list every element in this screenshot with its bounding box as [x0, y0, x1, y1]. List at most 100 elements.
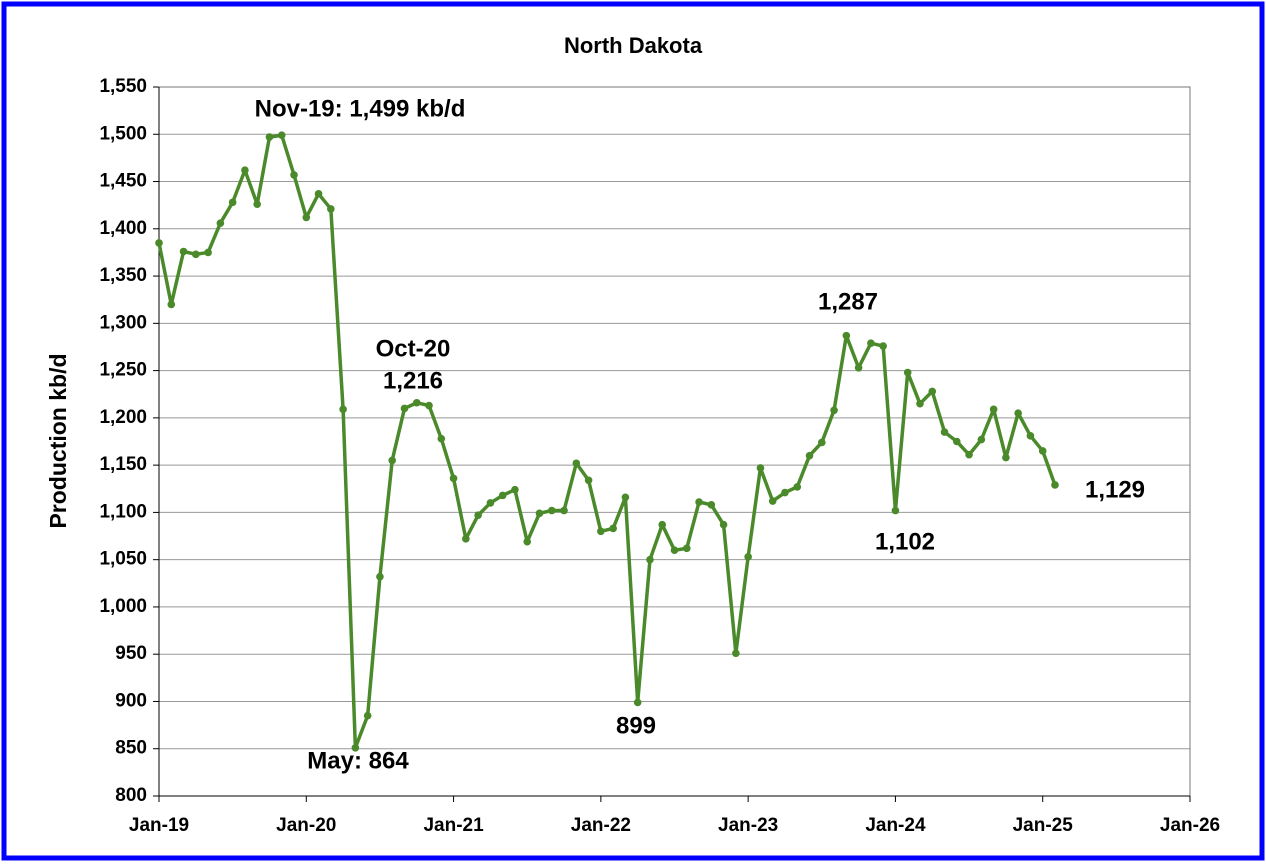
marker	[793, 483, 802, 491]
marker	[633, 698, 642, 707]
marker	[867, 339, 875, 347]
line	[157, 133, 1057, 750]
y-tick-label: 1,400	[99, 218, 147, 239]
marker	[498, 491, 507, 500]
marker	[695, 498, 703, 506]
marker	[265, 133, 274, 141]
marker	[817, 438, 826, 447]
marker	[351, 743, 360, 752]
marker	[523, 537, 532, 546]
y-tick-label: 1,150	[99, 454, 147, 475]
annotation: 1,287	[818, 288, 878, 315]
marker	[916, 399, 924, 408]
annotation: 899	[616, 712, 656, 739]
marker	[400, 404, 409, 413]
marker	[842, 331, 851, 340]
marker	[977, 435, 986, 444]
marker	[609, 524, 617, 533]
marker	[1002, 453, 1010, 462]
marker	[167, 300, 176, 309]
marker	[658, 520, 667, 529]
marker	[204, 248, 212, 257]
marker	[228, 198, 237, 207]
x-tick-label: Jan-19	[129, 815, 189, 836]
y-tick-label: 1,250	[99, 360, 147, 381]
marker	[744, 553, 752, 561]
marker	[302, 213, 311, 222]
marker	[1038, 447, 1047, 455]
marker	[388, 456, 397, 465]
marker	[682, 544, 691, 553]
marker	[425, 401, 433, 410]
x-tick-label: Jan-24	[865, 815, 926, 836]
marker	[670, 546, 679, 555]
marker	[965, 450, 973, 459]
marker	[290, 171, 298, 179]
marker	[253, 200, 261, 209]
annotation: 1,129	[1085, 476, 1145, 503]
y-tick-label: 900	[115, 690, 147, 711]
marker	[1026, 432, 1035, 440]
y-axis-label: Production kb/d	[45, 353, 71, 528]
marker	[547, 506, 556, 515]
marker	[756, 464, 765, 472]
x-tick-label: Jan-25	[1013, 815, 1074, 836]
marker	[535, 509, 544, 518]
marker	[572, 459, 581, 468]
marker	[584, 476, 593, 485]
marker	[412, 398, 421, 407]
marker	[155, 239, 163, 247]
marker	[952, 437, 961, 446]
x-tick-label: Jan-22	[571, 815, 631, 836]
marker	[768, 497, 777, 505]
y-tick-label: 1,500	[99, 123, 147, 144]
marker	[327, 205, 335, 213]
marker	[376, 572, 384, 581]
y-tick-label: 950	[115, 643, 147, 664]
marker	[879, 342, 887, 350]
marker	[339, 405, 347, 414]
marker	[511, 485, 519, 494]
marker	[179, 247, 188, 256]
marker	[241, 166, 249, 174]
x-tick-label: Jan-26	[1160, 815, 1220, 836]
marker	[314, 190, 323, 198]
y-tick-label: 1,050	[99, 549, 147, 570]
x-tick-label: Jan-21	[423, 815, 484, 836]
marker	[363, 711, 372, 720]
marker	[474, 511, 482, 520]
marker	[903, 368, 912, 377]
y-tick-label: 1,100	[99, 501, 147, 522]
marker	[891, 506, 900, 515]
marker	[989, 405, 998, 414]
marker	[462, 535, 470, 543]
marker	[192, 250, 200, 259]
marker	[449, 474, 458, 483]
marker	[1051, 481, 1059, 489]
y-tick-label: 850	[115, 738, 147, 759]
marker	[277, 131, 286, 140]
marker	[437, 434, 446, 443]
marker	[781, 488, 789, 497]
y-tick-label: 1,000	[99, 596, 147, 617]
marker	[830, 406, 838, 415]
marker	[928, 387, 937, 396]
marker	[940, 428, 949, 436]
x-tick-label: Jan-20	[276, 815, 336, 836]
y-tick-label: 1,450	[99, 171, 147, 192]
marker	[486, 499, 495, 507]
annotation: May: 864	[307, 747, 409, 774]
marker	[805, 451, 814, 460]
y-tick-label: 800	[115, 785, 147, 806]
x-tick-label: Jan-23	[718, 815, 778, 836]
chart-title: North Dakota	[564, 33, 703, 58]
y-tick-label: 1,300	[99, 312, 147, 333]
marker	[732, 649, 740, 658]
marker	[707, 501, 716, 509]
marker	[854, 363, 863, 372]
annotation: 1,102	[875, 528, 935, 555]
annotation: 1,216	[383, 367, 443, 394]
annotation: Nov-19: 1,499 kb/d	[255, 95, 466, 122]
annotation: Oct-20	[376, 335, 451, 362]
